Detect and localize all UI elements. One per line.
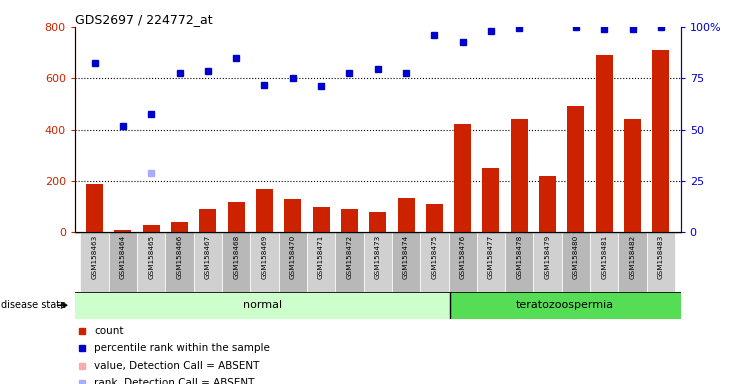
Bar [533,232,562,292]
Bar [450,292,681,319]
Text: GSM158476: GSM158476 [460,235,466,279]
Bar [590,232,619,292]
Text: GSM158467: GSM158467 [205,235,211,279]
Bar [426,204,443,232]
Bar [449,232,476,292]
Bar [165,232,194,292]
Text: GSM158473: GSM158473 [375,235,381,279]
Bar [307,232,335,292]
Bar [86,184,103,232]
Bar [251,232,279,292]
Text: GSM158482: GSM158482 [630,235,636,279]
Bar [420,232,449,292]
Text: teratozoospermia: teratozoospermia [516,300,614,310]
Bar [652,50,669,232]
Text: GSM158463: GSM158463 [91,235,98,279]
Bar [370,212,386,232]
Bar [256,189,273,232]
Bar [114,230,132,232]
Text: GSM158468: GSM158468 [233,235,239,279]
Bar [222,232,251,292]
Text: GSM158474: GSM158474 [403,235,409,279]
Text: count: count [94,326,123,336]
Text: GSM158479: GSM158479 [545,235,551,279]
Text: GSM158475: GSM158475 [432,235,438,279]
Bar [75,292,450,319]
Bar [313,207,330,232]
Bar [511,119,528,232]
Text: value, Detection Call = ABSENT: value, Detection Call = ABSENT [94,361,260,371]
Bar [284,199,301,232]
Text: percentile rank within the sample: percentile rank within the sample [94,343,270,353]
Bar [392,232,420,292]
Bar [397,198,414,232]
Bar [647,232,675,292]
Bar [227,202,245,232]
Text: GSM158472: GSM158472 [346,235,352,279]
Text: GSM158464: GSM158464 [120,235,126,279]
Bar [505,232,533,292]
Text: GSM158481: GSM158481 [601,235,607,279]
Bar [194,232,222,292]
Text: GSM158469: GSM158469 [262,235,268,279]
Text: GSM158483: GSM158483 [657,235,664,279]
Text: GDS2697 / 224772_at: GDS2697 / 224772_at [75,13,212,26]
Text: GSM158466: GSM158466 [177,235,183,279]
Bar [624,119,641,232]
Bar [562,232,590,292]
Bar [568,106,584,232]
Text: GSM158470: GSM158470 [289,235,295,279]
Text: GSM158478: GSM158478 [516,235,522,279]
Bar [279,232,307,292]
Text: GSM158465: GSM158465 [148,235,154,279]
Bar [595,55,613,232]
Text: GSM158480: GSM158480 [573,235,579,279]
Bar [482,168,500,232]
Text: GSM158477: GSM158477 [488,235,494,279]
Text: normal: normal [243,300,282,310]
Text: GSM158471: GSM158471 [318,235,324,279]
Bar [137,232,165,292]
Text: disease state: disease state [1,300,66,310]
Bar [619,232,647,292]
Bar [476,232,505,292]
Text: rank, Detection Call = ABSENT: rank, Detection Call = ABSENT [94,378,254,384]
Bar [539,176,556,232]
Bar [454,124,471,232]
Bar [364,232,392,292]
Bar [341,209,358,232]
Bar [171,222,188,232]
Bar [200,209,216,232]
Bar [143,225,160,232]
Bar [81,232,108,292]
Bar [108,232,137,292]
Bar [335,232,364,292]
